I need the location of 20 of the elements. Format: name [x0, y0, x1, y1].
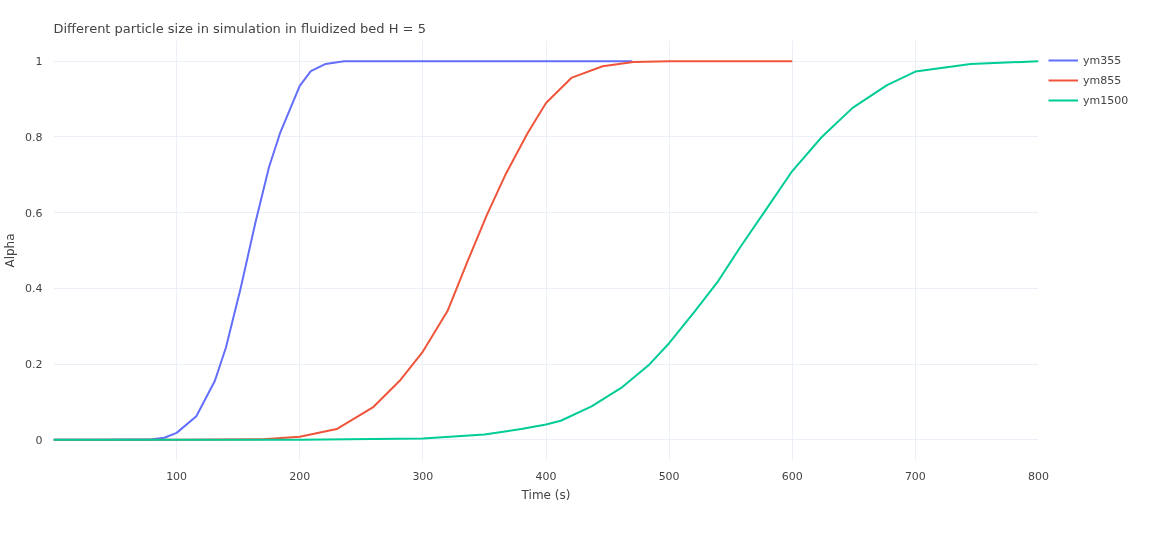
y-tick-label: 0.8: [25, 130, 43, 144]
x-tick-label: 100: [166, 469, 188, 483]
chart-title: Different particle size in simulation in fluidized bed H = 5: [53, 20, 426, 36]
x-tick-label: 800: [1028, 469, 1049, 483]
y-tick-label: 1: [35, 55, 43, 69]
x-tick-label: 600: [781, 469, 803, 483]
y-axis-title: Alpha: [3, 233, 18, 268]
y-tick-label: 0: [35, 433, 43, 447]
legend-label: ym1500: [1083, 93, 1129, 107]
y-tick-label: 0.2: [25, 358, 43, 372]
y-tick-label: 0.6: [25, 206, 43, 220]
x-tick-label: 200: [289, 469, 311, 483]
x-tick-label: 500: [658, 469, 680, 483]
legend-label: ym855: [1083, 73, 1122, 87]
x-tick-label: 700: [904, 469, 926, 483]
x-tick-label: 300: [412, 469, 434, 483]
y-tick-label: 0.4: [25, 282, 43, 296]
x-tick-label: 400: [535, 469, 557, 483]
x-axis-title: Time (s): [520, 487, 571, 502]
legend-label: ym355: [1083, 53, 1122, 67]
